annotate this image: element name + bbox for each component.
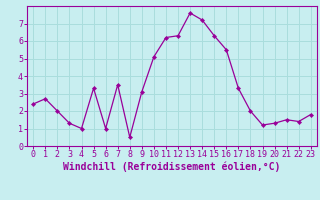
X-axis label: Windchill (Refroidissement éolien,°C): Windchill (Refroidissement éolien,°C) xyxy=(63,162,281,172)
